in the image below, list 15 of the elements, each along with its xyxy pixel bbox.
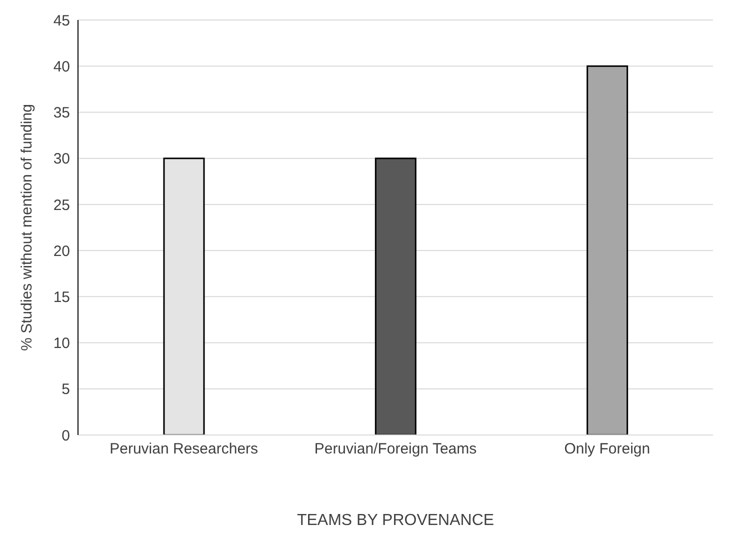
y-tick-label: 40 — [53, 58, 70, 76]
x-tick-label: Only Foreign — [564, 440, 650, 458]
y-tick-label: 35 — [53, 104, 70, 122]
x-tick-label: Peruvian/Foreign Teams — [314, 440, 477, 458]
y-tick-label: 5 — [62, 381, 70, 398]
y-tick-label: 20 — [53, 242, 70, 260]
y-tick-label: 10 — [53, 335, 70, 352]
x-axis-title: TEAMS BY PROVENANCE — [296, 512, 494, 529]
y-tick-label: 25 — [53, 196, 70, 214]
y-tick-label: 45 — [53, 12, 70, 30]
y-tick-label: 30 — [53, 150, 70, 168]
y-axis-title: % Studies without mention of funding — [18, 104, 36, 351]
x-tick-label: Peruvian Researchers — [110, 440, 258, 458]
y-tick-label: 15 — [53, 288, 70, 306]
y-tick-label: 0 — [62, 427, 70, 444]
